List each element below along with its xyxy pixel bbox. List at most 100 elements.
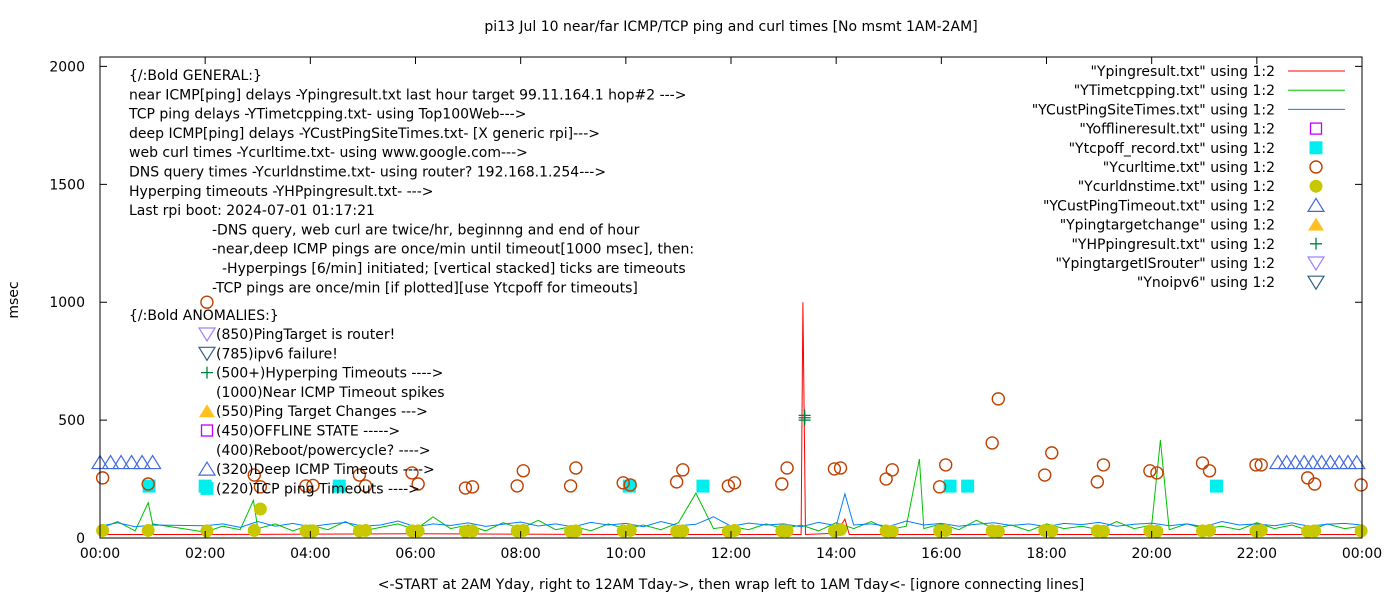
annotation-text: near ICMP[ping] delays -Ypingresult.txt … — [129, 87, 686, 103]
data-point-4 — [1038, 468, 1052, 482]
data-point-5 — [885, 524, 899, 538]
data-point-4 — [95, 471, 110, 485]
data-point-4 — [510, 479, 524, 493]
data-point-6 — [1312, 454, 1331, 470]
annotation-text: deep ICMP[ping] delays -YCustPingSiteTim… — [129, 126, 600, 142]
anomaly-text: (220)TCP ping Timeouts ----> — [216, 481, 420, 497]
x-tick-label: 08:00 — [500, 546, 540, 562]
data-point-4 — [1045, 446, 1059, 460]
data-point-4 — [563, 479, 578, 493]
data-point-6 — [1286, 454, 1305, 470]
annotation-text: Hyperping timeouts -YHPpingresult.txt- -… — [129, 184, 434, 200]
y-axis-label: msec — [6, 281, 22, 318]
data-point-6 — [122, 454, 141, 470]
x-tick-label: 00:00 — [1342, 546, 1382, 562]
data-point-6 — [143, 454, 162, 470]
data-point-3 — [961, 479, 975, 493]
data-point-4 — [833, 461, 848, 475]
data-point-5 — [623, 523, 637, 537]
data-point-4 — [985, 436, 999, 450]
y-tick-label: 1500 — [49, 177, 85, 193]
x-tick-label: 14:00 — [816, 546, 856, 562]
data-point-4 — [991, 392, 1005, 406]
x-tick-label: 22:00 — [1237, 546, 1277, 562]
anomaly-symbol-icon — [200, 481, 214, 495]
data-point-5 — [411, 524, 425, 538]
data-point-5 — [1254, 523, 1268, 537]
data-point-4 — [827, 462, 842, 476]
data-point-4 — [1249, 458, 1263, 472]
data-point-4 — [200, 295, 214, 309]
data-point-6 — [1338, 454, 1358, 470]
annotation-text: TCP ping delays -YTimetcpping.txt- using… — [128, 107, 526, 123]
anomaly-text: (850)PingTarget is router! — [216, 327, 395, 343]
data-point-5 — [141, 523, 155, 537]
data-point-5 — [1354, 524, 1368, 538]
x-tick-label: 20:00 — [1131, 546, 1171, 562]
data-point-4 — [669, 475, 684, 489]
data-point-4 — [1195, 456, 1210, 470]
series-line-2 — [99, 492, 1363, 528]
data-point-3 — [1210, 479, 1224, 493]
anomaly-text: (500+)Hyperping Timeouts ----> — [216, 366, 443, 382]
data-point-4 — [141, 477, 155, 491]
legend-label: "Ypingresult.txt" using 1:2 — [1090, 64, 1275, 80]
data-point-4 — [1090, 475, 1105, 489]
annotation-text: Last rpi boot: 2024-07-01 01:17:21 — [129, 203, 375, 219]
data-point-4 — [516, 464, 530, 478]
legend-marker-sample — [1309, 179, 1323, 193]
data-point-4 — [1254, 458, 1268, 472]
data-point-3 — [943, 479, 957, 493]
data-point-5 — [728, 523, 742, 537]
data-point-4 — [358, 479, 373, 493]
legend-label: "YHPpingresult.txt" using 1:2 — [1071, 237, 1275, 253]
data-point-5 — [1096, 524, 1110, 538]
data-point-5 — [200, 524, 214, 538]
axes: 0 500 1000 1500 2000 00:00 02:00 04:00 06:00 08:0… — [49, 56, 1382, 562]
anomaly-symbol-icon — [201, 366, 213, 379]
data-point-7 — [798, 409, 811, 422]
x-tick-label: 16:00 — [921, 546, 961, 562]
annotation-text: -DNS query, web curl are twice/hr, begin… — [212, 222, 640, 238]
anomaly-symbol-icon — [200, 424, 214, 437]
data-point-5 — [465, 524, 479, 538]
data-point-4 — [1150, 466, 1164, 480]
annotation-text: -near,deep ICMP pings are once/min until… — [212, 242, 694, 258]
data-point-6 — [1277, 454, 1296, 470]
data-point-4 — [885, 463, 899, 477]
data-point-6 — [1330, 454, 1349, 470]
data-point-4 — [247, 468, 261, 482]
data-point-4 — [569, 461, 583, 475]
x-tick-label: 00:00 — [80, 546, 120, 562]
legend-marker-sample — [1309, 122, 1323, 135]
anomaly-symbol-icon — [197, 460, 217, 476]
legend-label: "YTimetcpping.txt" using 1:2 — [1074, 83, 1275, 99]
anomaly-text: (400)Reboot/powercycle? ----> — [216, 443, 431, 459]
legend-label: "Ycurltime.txt" using 1:2 — [1103, 160, 1275, 176]
data-point-4 — [458, 481, 473, 495]
data-point-6 — [1303, 454, 1322, 470]
data-point-5 — [939, 523, 953, 537]
x-tick-label: 06:00 — [395, 546, 435, 562]
data-point-4 — [1202, 464, 1217, 478]
data-point-4 — [623, 478, 637, 492]
data-point-4 — [1354, 478, 1368, 492]
legend-label: "YCustPingTimeout.txt" using 1:2 — [1043, 198, 1275, 214]
data-point-6 — [1295, 454, 1314, 470]
anomaly-text: (1000)Near ICMP Timeout spikes — [216, 385, 445, 401]
data-point-4 — [727, 476, 742, 490]
data-point-5 — [306, 524, 320, 538]
x-tick-label: 12:00 — [711, 546, 751, 562]
data-point-4 — [721, 479, 736, 493]
data-point-4 — [253, 480, 268, 494]
data-point-5 — [1045, 524, 1059, 538]
y-tick-label: 500 — [58, 413, 85, 429]
anomaly-symbol-icon — [197, 327, 217, 343]
legend-marker-sample — [1309, 160, 1323, 174]
legend-label: "Yofflineresult.txt" using 1:2 — [1079, 122, 1275, 138]
data-point-4 — [1307, 477, 1322, 491]
data-point-6 — [101, 454, 120, 470]
data-point-4 — [939, 458, 953, 472]
legend-marker-sample — [1306, 197, 1326, 212]
annotation-text: DNS query times -Ycurldnstime.txt- using… — [129, 165, 606, 181]
